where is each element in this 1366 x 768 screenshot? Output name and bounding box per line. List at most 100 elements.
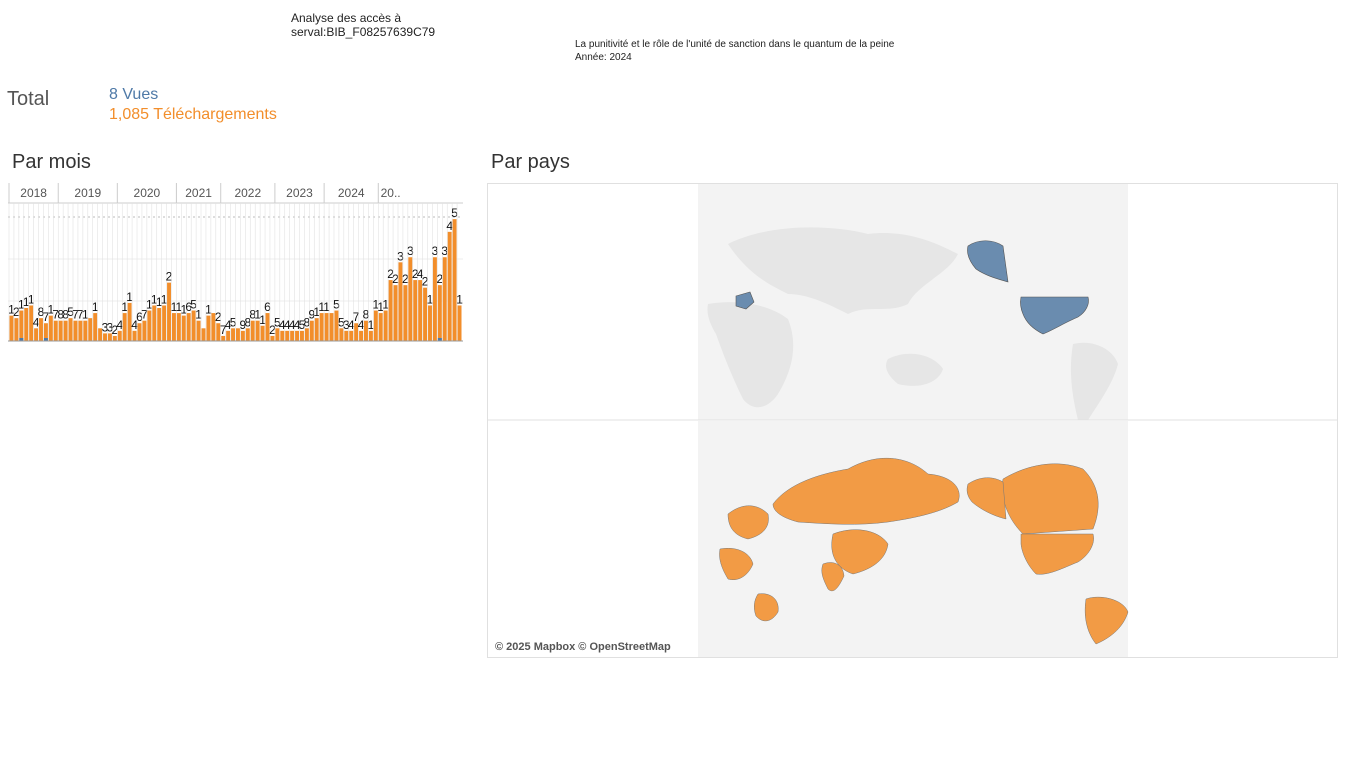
bar-downloads[interactable]: [73, 320, 78, 341]
bar-downloads[interactable]: [58, 320, 63, 341]
bar-downloads[interactable]: [255, 320, 260, 341]
bar-downloads[interactable]: [127, 302, 132, 341]
bar-downloads[interactable]: [176, 313, 181, 341]
bar-downloads[interactable]: [344, 330, 349, 341]
bar-downloads[interactable]: [24, 308, 29, 341]
bar-downloads[interactable]: [290, 330, 295, 341]
bar-downloads[interactable]: [280, 330, 285, 341]
bar-downloads[interactable]: [39, 318, 43, 341]
bar-views[interactable]: [43, 338, 48, 341]
views-map-panel[interactable]: [698, 184, 1128, 420]
bar-downloads[interactable]: [137, 323, 142, 341]
bar-downloads[interactable]: [48, 315, 53, 341]
bar-downloads[interactable]: [88, 318, 93, 341]
bar-downloads[interactable]: [442, 257, 447, 341]
bar-downloads[interactable]: [221, 335, 226, 341]
bar-downloads[interactable]: [368, 330, 373, 341]
bar-downloads[interactable]: [398, 262, 403, 341]
country-india-downloads[interactable]: [821, 562, 845, 592]
bar-downloads[interactable]: [354, 323, 359, 341]
country-usa-views[interactable]: [1020, 296, 1089, 335]
bar-downloads[interactable]: [260, 325, 265, 341]
bar-downloads[interactable]: [181, 315, 186, 341]
country-southern-africa-downloads[interactable]: [754, 593, 779, 622]
country-usa-downloads[interactable]: [1020, 533, 1094, 575]
country-map[interactable]: [487, 183, 1338, 658]
bar-downloads[interactable]: [319, 313, 324, 341]
bar-downloads[interactable]: [413, 280, 418, 341]
country-china-downloads[interactable]: [831, 529, 889, 575]
monthly-bar-chart[interactable]: 2018 2019 2020 2021 2022 2023 2024 20.. 1 2 1 1 1 4 8 7…: [8, 183, 463, 343]
bar-downloads[interactable]: [383, 310, 388, 341]
bar-views[interactable]: [19, 338, 24, 341]
bar-downloads[interactable]: [112, 335, 117, 341]
bar-downloads[interactable]: [270, 335, 275, 341]
bar-downloads[interactable]: [378, 313, 383, 341]
bar-downloads[interactable]: [78, 320, 83, 341]
bar-downloads[interactable]: [19, 310, 24, 341]
country-france-views[interactable]: [735, 291, 755, 310]
downloads-map-panel[interactable]: [698, 421, 1129, 657]
bar-downloads[interactable]: [250, 320, 255, 341]
bar-downloads[interactable]: [117, 330, 122, 341]
bar-downloads[interactable]: [216, 323, 221, 341]
bar-downloads[interactable]: [349, 330, 354, 341]
bar-downloads[interactable]: [201, 328, 206, 341]
bar-downloads[interactable]: [34, 328, 39, 341]
bar-downloads[interactable]: [196, 320, 201, 341]
country-russia-downloads[interactable]: [772, 457, 960, 525]
bar-downloads[interactable]: [452, 219, 457, 341]
bar-downloads[interactable]: [43, 323, 48, 341]
bar-downloads[interactable]: [29, 305, 34, 341]
country-africa-downloads[interactable]: [719, 548, 754, 580]
bar-downloads[interactable]: [428, 305, 432, 341]
bar-downloads[interactable]: [300, 330, 304, 341]
bar-downloads[interactable]: [211, 313, 216, 341]
bar-downloads[interactable]: [53, 320, 58, 341]
bar-downloads[interactable]: [457, 305, 462, 341]
bar-downloads[interactable]: [403, 285, 408, 341]
bar-downloads[interactable]: [364, 320, 368, 341]
bar-downloads[interactable]: [152, 305, 157, 341]
bar-downloads[interactable]: [122, 313, 127, 341]
country-canada-downloads[interactable]: [1002, 463, 1099, 535]
bar-downloads[interactable]: [408, 257, 413, 341]
bar-downloads[interactable]: [373, 310, 378, 341]
bar-downloads[interactable]: [339, 328, 344, 341]
bar-downloads[interactable]: [437, 285, 442, 341]
bar-downloads[interactable]: [171, 313, 176, 341]
bar-downloads[interactable]: [423, 287, 428, 341]
bar-downloads[interactable]: [309, 320, 314, 341]
bar-downloads[interactable]: [167, 282, 171, 341]
bar-downloads[interactable]: [9, 315, 14, 341]
bar-downloads[interactable]: [14, 318, 19, 341]
bar-downloads[interactable]: [93, 313, 98, 341]
bar-downloads[interactable]: [186, 313, 191, 341]
bar-downloads[interactable]: [285, 330, 290, 341]
bar-downloads[interactable]: [275, 328, 280, 341]
bar-downloads[interactable]: [432, 257, 437, 341]
bar-downloads[interactable]: [334, 310, 339, 341]
bar-downloads[interactable]: [418, 280, 423, 341]
bar-downloads[interactable]: [98, 328, 103, 341]
bar-downloads[interactable]: [191, 310, 196, 341]
bar-downloads[interactable]: [103, 333, 107, 341]
bar-downloads[interactable]: [388, 280, 393, 341]
bar-downloads[interactable]: [304, 328, 309, 341]
bar-downloads[interactable]: [206, 315, 211, 341]
bar-views[interactable]: [437, 338, 442, 341]
bar-downloads[interactable]: [359, 330, 364, 341]
bar-downloads[interactable]: [265, 313, 270, 341]
country-brazil-downloads[interactable]: [1084, 596, 1129, 645]
country-alaska-views[interactable]: [967, 240, 1009, 283]
bar-downloads[interactable]: [324, 313, 329, 341]
bar-downloads[interactable]: [162, 305, 167, 341]
bar-downloads[interactable]: [295, 330, 300, 341]
bar-downloads[interactable]: [132, 330, 137, 341]
bar-downloads[interactable]: [393, 285, 398, 341]
bar-downloads[interactable]: [236, 328, 240, 341]
bar-downloads[interactable]: [231, 328, 235, 341]
bar-downloads[interactable]: [68, 318, 73, 341]
bar-downloads[interactable]: [329, 313, 334, 341]
bar-downloads[interactable]: [83, 320, 88, 341]
